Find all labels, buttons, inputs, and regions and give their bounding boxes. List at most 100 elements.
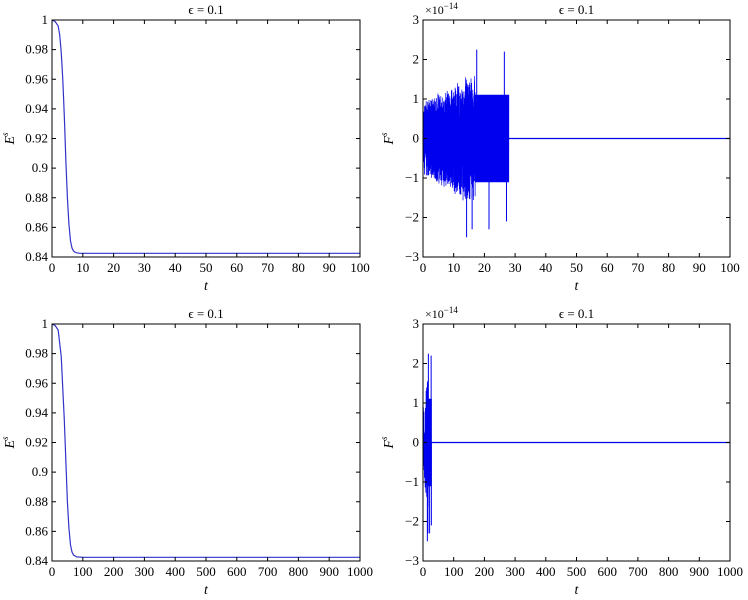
y-tick-label: −3	[405, 249, 419, 264]
y-tick-label: −3	[405, 553, 419, 568]
y-tick-label: 0.92	[25, 131, 48, 146]
x-tick-label: 900	[690, 564, 710, 579]
y-axis-label: Es	[0, 132, 18, 146]
chart-panel-1: 0 10 20 30 40 50 60 70 80 90 100 0.84 0.86 0.88 0.9 0.9…	[0, 2, 370, 294]
x-axis-label: t	[204, 279, 209, 294]
y-tick-label: 2	[413, 52, 420, 67]
x-tick-label: 30	[138, 260, 151, 275]
y-tick-label: −2	[405, 210, 419, 225]
y-tick-label: 0.96	[25, 375, 48, 390]
x-tick-label: 1000	[717, 564, 743, 579]
y-tick-label: 0.9	[32, 464, 48, 479]
x-tick-label: 500	[567, 564, 587, 579]
x-tick-label: 0	[49, 564, 56, 579]
y-tick-label: 0.88	[25, 190, 48, 205]
x-tick-label: 1000	[347, 564, 373, 579]
plot-area	[52, 20, 360, 254]
x-tick-label: 90	[693, 260, 706, 275]
y-tick-label: 1	[413, 91, 420, 106]
x-tick-label: 400	[536, 564, 556, 579]
x-tick-label: 100	[73, 564, 93, 579]
x-tick-label: 400	[165, 564, 185, 579]
y-tick-label: 0.92	[25, 435, 48, 450]
y-tick-label: 0.84	[25, 249, 48, 264]
x-tick-label: 40	[539, 260, 552, 275]
plot-area	[423, 49, 730, 238]
y-tick-label: 3	[413, 12, 420, 27]
x-tick-label: 60	[601, 260, 614, 275]
y-tick-label: 0.94	[25, 101, 48, 116]
x-tick-label: 70	[631, 260, 644, 275]
series-line	[52, 20, 360, 254]
y-tick-label: 0	[413, 131, 420, 146]
x-tick-label: 10	[76, 260, 89, 275]
x-tick-label: 700	[258, 564, 278, 579]
x-tick-label: 10	[447, 260, 460, 275]
series-line	[52, 324, 360, 558]
x-tick-label: 70	[261, 260, 274, 275]
plot-area	[423, 353, 730, 542]
x-tick-label: 80	[292, 260, 305, 275]
y-axis-label: Es	[0, 436, 18, 450]
y-tick-label: 2	[413, 356, 420, 371]
chart-title: ϵ = 0.1	[559, 2, 594, 17]
y-tick-label: 0.94	[25, 405, 48, 420]
y-tick-label: 1	[413, 395, 420, 410]
x-tick-label: 200	[104, 564, 124, 579]
y-tick-label: 0.98	[25, 42, 48, 57]
x-tick-label: 100	[720, 260, 740, 275]
x-tick-label: 0	[49, 260, 56, 275]
y-tick-label: 0.9	[32, 160, 48, 175]
x-tick-label: 200	[475, 564, 495, 579]
y-tick-label: 1	[42, 316, 49, 331]
y-tick-label: 0	[413, 435, 420, 450]
x-tick-label: 20	[107, 260, 120, 275]
y-axis-label: Fs	[379, 132, 397, 146]
y-tick-label: 0.84	[25, 553, 48, 568]
chart-panel-4: 0 100 200 300 400 500 600 700 800 900 1000 −3 −2 −1 0 1…	[379, 305, 743, 598]
x-tick-label: 800	[659, 564, 679, 579]
y-tick-label: 0.86	[25, 523, 48, 538]
x-tick-label: 600	[597, 564, 617, 579]
y-tick-label: 0.96	[25, 71, 48, 86]
x-tick-label: 600	[227, 564, 247, 579]
x-tick-label: 100	[444, 564, 464, 579]
x-axis-label: t	[575, 583, 580, 598]
y-tick-label: 0.88	[25, 494, 48, 509]
x-tick-label: 40	[169, 260, 182, 275]
axis-multiplier: ×10−14	[425, 1, 458, 17]
plot-area	[52, 324, 360, 558]
x-tick-label: 800	[289, 564, 309, 579]
x-tick-label: 80	[662, 260, 675, 275]
y-tick-label: 1	[42, 12, 49, 27]
chart-title: ϵ = 0.1	[559, 306, 594, 321]
y-tick-label: 3	[413, 316, 420, 331]
y-tick-label: −1	[405, 170, 419, 185]
chart-panel-2: 0 10 20 30 40 50 60 70 80 90 100 −3 −2 −1 0 1 2 3 ϵ = 0.1 t…	[379, 1, 740, 294]
x-tick-label: 0	[420, 564, 427, 579]
axes-box	[51, 19, 361, 258]
x-tick-label: 0	[420, 260, 427, 275]
axis-multiplier: ×10−14	[425, 305, 458, 321]
x-tick-label: 700	[628, 564, 648, 579]
y-tick-label: −2	[405, 514, 419, 529]
y-tick-label: 0.98	[25, 346, 48, 361]
chart-panel-3: 0 100 200 300 400 500 600 700 800 900 1000 0.84 0.86…	[0, 306, 373, 598]
x-tick-label: 50	[200, 260, 213, 275]
chart-title: ϵ = 0.1	[188, 306, 223, 321]
axes-box	[51, 323, 361, 562]
x-tick-label: 20	[478, 260, 491, 275]
x-tick-label: 90	[323, 260, 336, 275]
x-axis-label: t	[575, 279, 580, 294]
y-tick-label: 0.86	[25, 219, 48, 234]
x-tick-label: 300	[505, 564, 525, 579]
y-axis-label: Fs	[379, 436, 397, 450]
x-tick-label: 300	[135, 564, 155, 579]
x-tick-label: 60	[230, 260, 243, 275]
x-axis-label: t	[204, 583, 209, 598]
x-tick-label: 50	[570, 260, 583, 275]
y-tick-label: −1	[405, 474, 419, 489]
noise-series-line	[423, 76, 510, 201]
x-tick-label: 100	[350, 260, 370, 275]
